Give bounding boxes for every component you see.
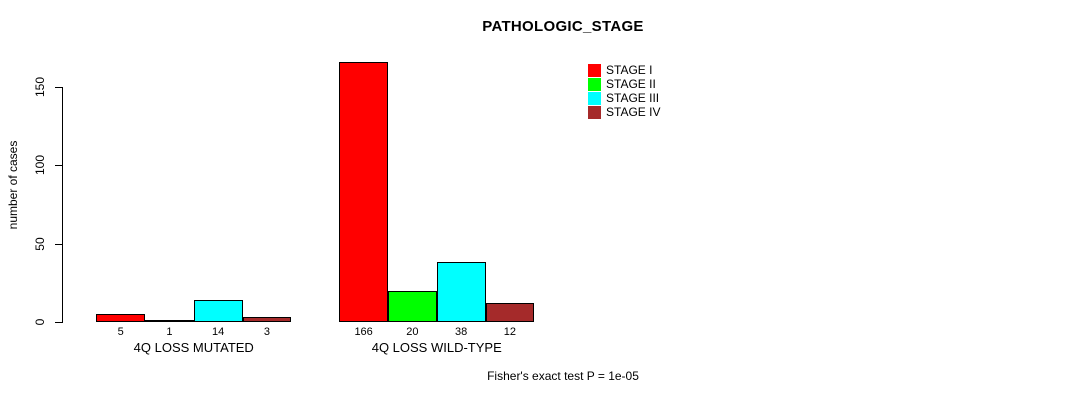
bar-value-label: 3	[263, 326, 270, 338]
bar	[388, 290, 437, 322]
bar-value-label: 1	[166, 326, 173, 338]
bar	[193, 300, 243, 322]
category-label: 4Q LOSS MUTATED	[133, 340, 254, 355]
legend-label: STAGE III	[606, 91, 660, 105]
y-tick	[55, 165, 62, 167]
y-tick	[55, 322, 62, 323]
bar	[339, 61, 388, 322]
legend-label: STAGE IV	[606, 105, 661, 119]
bar	[485, 303, 535, 322]
bar	[145, 320, 194, 322]
legend-label: STAGE I	[606, 63, 653, 77]
y-tick	[55, 243, 62, 245]
bar-value-label: 14	[212, 326, 225, 338]
y-tick-label: 50	[33, 236, 47, 251]
bar	[436, 262, 486, 322]
legend-swatch	[588, 63, 601, 77]
bar-value-label: 5	[117, 326, 124, 338]
legend-label: STAGE II	[606, 77, 656, 91]
annotation-text: Fisher's exact test P = 1e-05	[487, 369, 639, 383]
legend-swatch	[588, 77, 601, 91]
y-tick-label: 0	[33, 318, 47, 326]
bar-value-label: 38	[455, 326, 468, 338]
bar	[96, 314, 145, 322]
legend-swatch	[588, 91, 601, 105]
legend-item: STAGE III	[588, 91, 660, 105]
legend-item: STAGE I	[588, 63, 660, 77]
legend: STAGE I STAGE II STAGE III STAGE IV	[588, 63, 660, 119]
y-tick-label: 100	[33, 155, 47, 176]
y-axis-label: number of cases	[6, 140, 20, 230]
legend-item: STAGE II	[588, 77, 660, 91]
chart-title: PATHOLOGIC_STAGE	[482, 18, 644, 35]
y-axis-line	[62, 87, 63, 323]
legend-item: STAGE IV	[588, 105, 660, 119]
y-tick	[55, 87, 62, 88]
legend-swatch	[588, 105, 601, 119]
bar-value-label: 20	[406, 326, 419, 338]
bar-value-label: 12	[503, 326, 516, 338]
bar-value-label: 166	[354, 326, 373, 338]
category-label: 4Q LOSS WILD-TYPE	[371, 340, 502, 355]
y-tick-label: 150	[33, 76, 47, 98]
bar	[242, 317, 292, 322]
